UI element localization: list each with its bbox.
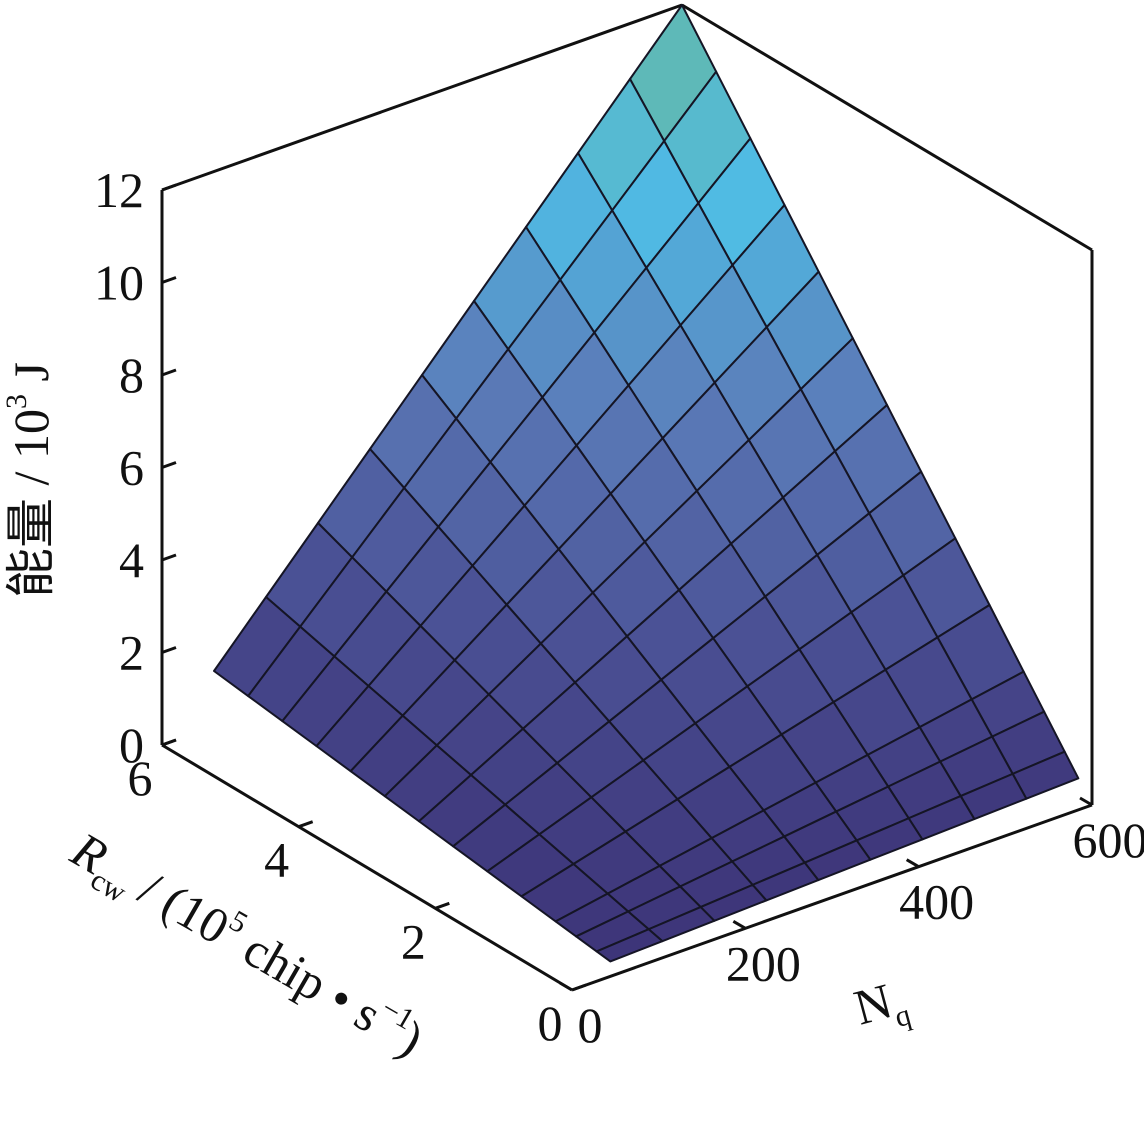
x-tick-label: 0 (578, 997, 603, 1053)
z-tick (161, 646, 177, 654)
z-tick-label: 10 (94, 255, 144, 311)
y-tick-label: 4 (264, 832, 289, 888)
z-tick (161, 183, 177, 192)
y-tick-label: 6 (128, 750, 153, 806)
x-tick (905, 858, 920, 868)
x-tick (559, 981, 573, 992)
z-axis-title: 能量 / 103 J (0, 362, 59, 598)
y-axis (161, 743, 573, 992)
x-tick (732, 920, 747, 930)
surface (213, 4, 1080, 963)
z-tick-label: 6 (119, 440, 144, 496)
y-tick (298, 820, 314, 829)
x-tick-label: 400 (899, 874, 974, 930)
y-tick (571, 983, 587, 992)
y-tick-label: 0 (538, 995, 563, 1051)
y-tick (161, 738, 177, 747)
x-tick-label: 600 (1073, 812, 1144, 868)
z-tick (161, 553, 177, 562)
y-tick (434, 901, 450, 910)
surface-face (595, 928, 664, 963)
z-tick (161, 276, 177, 284)
y-axis-title: Rcw / (105 chip • s−1) (58, 818, 435, 1074)
z-tick-label: 8 (119, 347, 144, 403)
z-tick-label: 0 (119, 717, 144, 773)
x-axis-title: Nq (848, 968, 914, 1043)
x-axis (571, 803, 1093, 992)
y-tick-label: 2 (401, 913, 426, 969)
z-tick-label: 12 (94, 162, 144, 218)
x-tick (1079, 796, 1093, 807)
box-edge (161, 3, 683, 192)
z-tick (161, 461, 177, 469)
x-tick-label: 200 (726, 935, 801, 991)
z-tick-label: 2 (119, 625, 144, 681)
box-edge (681, 3, 1093, 252)
z-tick (161, 368, 177, 377)
z-tick-label: 4 (119, 532, 144, 588)
